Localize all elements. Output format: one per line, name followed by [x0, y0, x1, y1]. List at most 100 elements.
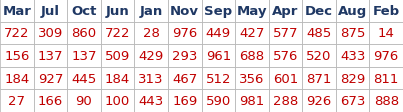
Text: 27: 27 — [8, 94, 25, 107]
Bar — [134, 67, 168, 90]
Bar — [202, 45, 235, 67]
Bar — [269, 90, 302, 112]
Text: 722: 722 — [105, 27, 130, 40]
Text: 445: 445 — [71, 72, 97, 85]
Text: 961: 961 — [206, 50, 231, 62]
Text: Mar: Mar — [2, 5, 31, 18]
Bar — [33, 0, 67, 22]
Text: Jun: Jun — [106, 5, 129, 18]
Text: 829: 829 — [340, 72, 365, 85]
Text: 14: 14 — [378, 27, 395, 40]
Bar — [67, 22, 101, 45]
Text: 485: 485 — [306, 27, 332, 40]
Text: Jan: Jan — [139, 5, 163, 18]
Bar — [370, 45, 403, 67]
Bar — [101, 45, 134, 67]
Bar — [269, 22, 302, 45]
Text: 184: 184 — [4, 72, 29, 85]
Bar — [370, 90, 403, 112]
Bar — [101, 0, 134, 22]
Text: 673: 673 — [340, 94, 365, 107]
Text: Sep: Sep — [204, 5, 233, 18]
Bar — [0, 0, 33, 22]
Bar — [134, 0, 168, 22]
Text: 577: 577 — [273, 27, 298, 40]
Bar — [336, 45, 370, 67]
Bar — [168, 22, 202, 45]
Bar — [235, 22, 269, 45]
Text: 601: 601 — [273, 72, 298, 85]
Text: Nov: Nov — [170, 5, 199, 18]
Bar — [235, 90, 269, 112]
Text: 309: 309 — [38, 27, 63, 40]
Text: 576: 576 — [273, 50, 298, 62]
Bar — [370, 0, 403, 22]
Bar — [168, 45, 202, 67]
Bar — [336, 67, 370, 90]
Text: 871: 871 — [306, 72, 332, 85]
Bar — [302, 45, 336, 67]
Text: 137: 137 — [71, 50, 97, 62]
Text: Oct: Oct — [71, 5, 97, 18]
Text: 888: 888 — [374, 94, 399, 107]
Text: Dec: Dec — [305, 5, 333, 18]
Bar — [0, 90, 33, 112]
Text: 427: 427 — [239, 27, 264, 40]
Bar — [302, 90, 336, 112]
Text: 520: 520 — [306, 50, 332, 62]
Text: 875: 875 — [340, 27, 365, 40]
Text: 429: 429 — [139, 50, 164, 62]
Text: Feb: Feb — [373, 5, 400, 18]
Text: Aug: Aug — [338, 5, 367, 18]
Text: Apr: Apr — [272, 5, 299, 18]
Bar — [336, 90, 370, 112]
Text: 356: 356 — [239, 72, 264, 85]
Bar — [370, 67, 403, 90]
Bar — [67, 45, 101, 67]
Text: 722: 722 — [4, 27, 29, 40]
Text: 169: 169 — [172, 94, 197, 107]
Bar — [0, 22, 33, 45]
Bar — [235, 0, 269, 22]
Text: 981: 981 — [239, 94, 264, 107]
Bar — [168, 0, 202, 22]
Bar — [336, 22, 370, 45]
Bar — [134, 90, 168, 112]
Bar — [101, 22, 134, 45]
Bar — [269, 45, 302, 67]
Bar — [67, 67, 101, 90]
Bar — [33, 90, 67, 112]
Bar — [33, 67, 67, 90]
Text: 137: 137 — [37, 50, 63, 62]
Bar — [235, 45, 269, 67]
Bar — [202, 67, 235, 90]
Bar — [302, 22, 336, 45]
Bar — [0, 45, 33, 67]
Text: 90: 90 — [76, 94, 92, 107]
Text: 509: 509 — [105, 50, 130, 62]
Bar — [134, 22, 168, 45]
Bar — [202, 0, 235, 22]
Text: 28: 28 — [143, 27, 160, 40]
Text: 926: 926 — [306, 94, 332, 107]
Text: 688: 688 — [239, 50, 264, 62]
Text: 293: 293 — [172, 50, 197, 62]
Text: 467: 467 — [172, 72, 197, 85]
Text: 590: 590 — [206, 94, 231, 107]
Bar — [269, 0, 302, 22]
Text: 184: 184 — [105, 72, 130, 85]
Text: May: May — [237, 5, 267, 18]
Text: 433: 433 — [340, 50, 365, 62]
Text: 166: 166 — [38, 94, 63, 107]
Text: 443: 443 — [139, 94, 164, 107]
Text: 976: 976 — [374, 50, 399, 62]
Text: 288: 288 — [273, 94, 298, 107]
Text: 449: 449 — [206, 27, 231, 40]
Text: Jul: Jul — [41, 5, 60, 18]
Bar — [67, 0, 101, 22]
Text: 860: 860 — [71, 27, 97, 40]
Bar — [202, 22, 235, 45]
Text: 927: 927 — [38, 72, 63, 85]
Bar — [269, 67, 302, 90]
Bar — [101, 67, 134, 90]
